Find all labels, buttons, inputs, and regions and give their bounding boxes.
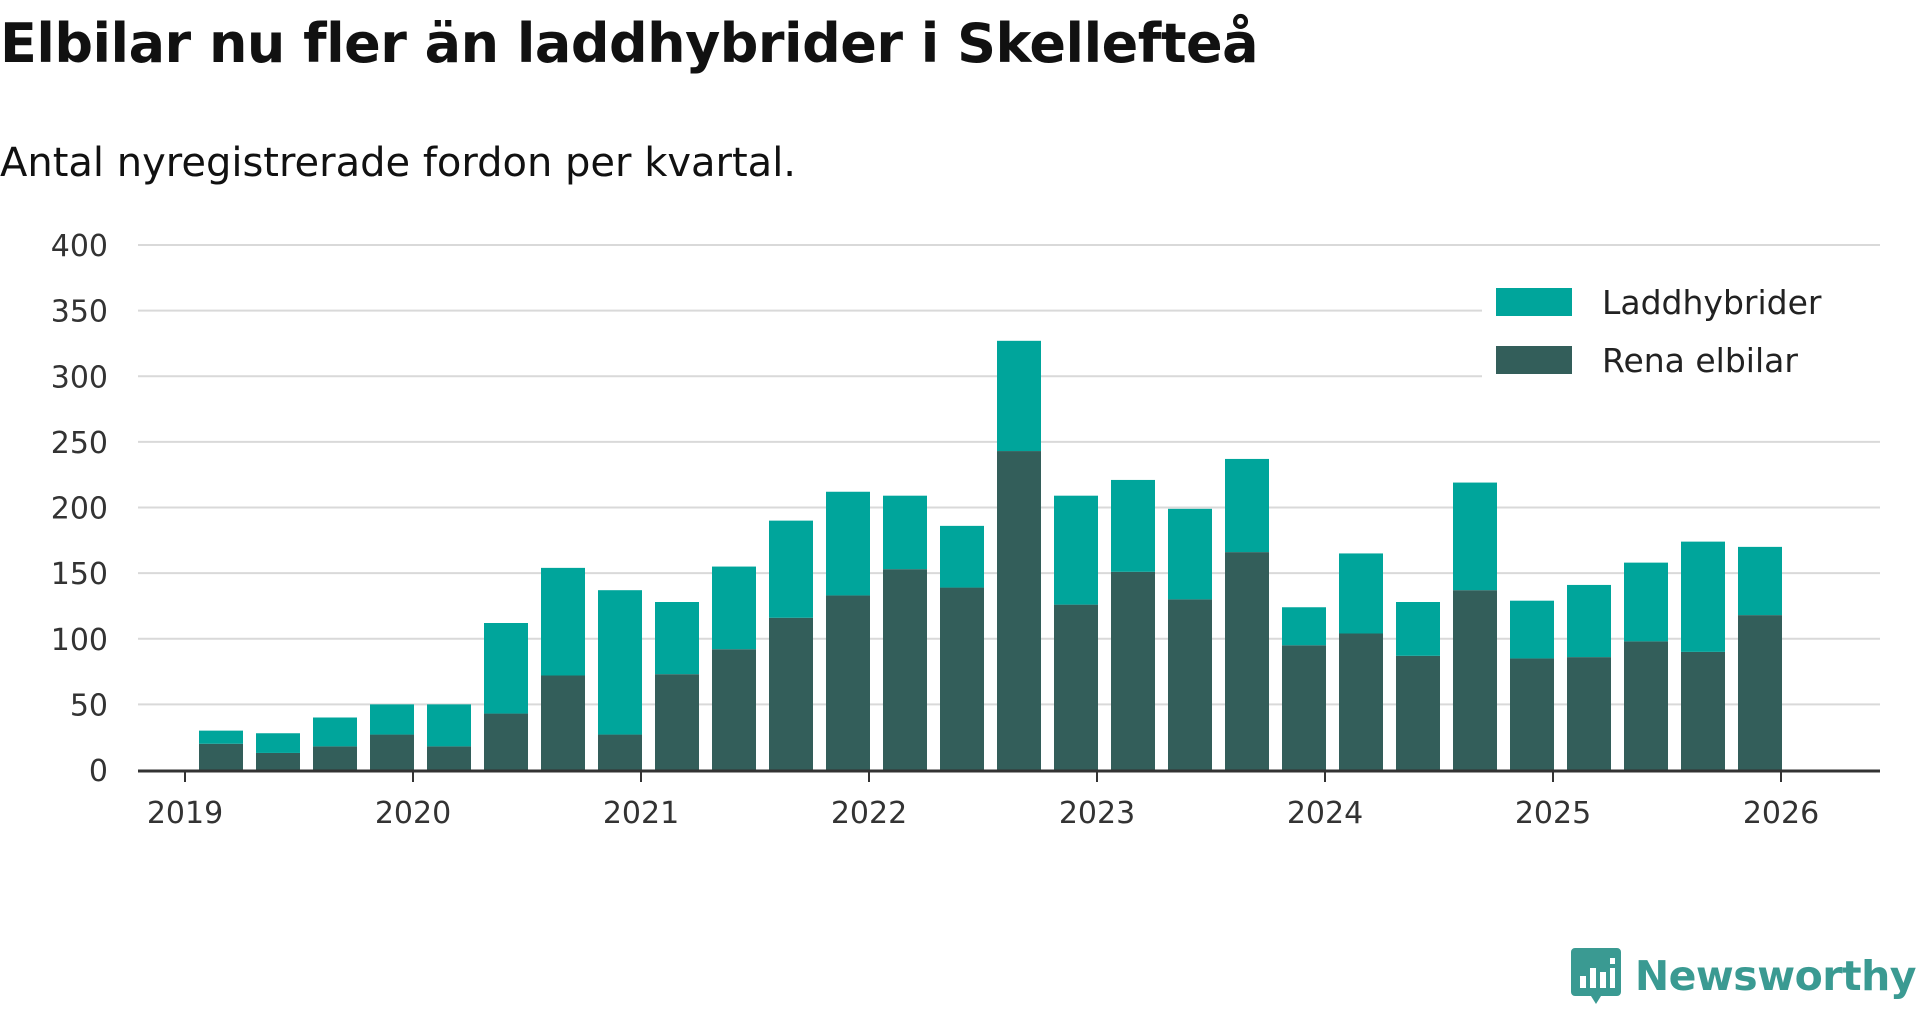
legend-swatch-laddhybrider bbox=[1496, 288, 1572, 316]
bar-laddhybrider bbox=[1453, 482, 1497, 591]
y-tick-label: 250 bbox=[51, 426, 108, 461]
bar-rena-elbilar bbox=[598, 734, 642, 770]
bar-laddhybrider bbox=[427, 704, 471, 747]
bar-laddhybrider bbox=[769, 520, 813, 618]
bar-laddhybrider bbox=[940, 525, 984, 588]
bar-laddhybrider bbox=[1681, 541, 1725, 652]
y-tick-label: 350 bbox=[51, 295, 108, 330]
bar-rena-elbilar bbox=[1282, 645, 1326, 770]
bar-laddhybrider bbox=[1624, 562, 1668, 642]
bar-laddhybrider bbox=[370, 704, 414, 735]
bar-laddhybrider bbox=[1168, 508, 1212, 600]
y-tick-label: 0 bbox=[89, 754, 108, 789]
bar-laddhybrider bbox=[1339, 553, 1383, 634]
x-tick-label: 2026 bbox=[1743, 796, 1819, 831]
legend: Laddhybrider Rena elbilar bbox=[1482, 272, 1880, 382]
bar-rena-elbilar bbox=[313, 746, 357, 770]
bar-rena-elbilar bbox=[997, 451, 1041, 770]
legend-label-rena-elbilar: Rena elbilar bbox=[1602, 341, 1798, 380]
bar-laddhybrider bbox=[256, 733, 300, 753]
bar-rena-elbilar bbox=[1168, 599, 1212, 770]
bar-laddhybrider bbox=[313, 717, 357, 747]
x-tick-label: 2022 bbox=[831, 796, 907, 831]
x-tick-label: 2024 bbox=[1287, 796, 1363, 831]
bar-rena-elbilar bbox=[1339, 633, 1383, 770]
bar-rena-elbilar bbox=[1054, 604, 1098, 770]
bar-rena-elbilar bbox=[826, 595, 870, 770]
brand-logo: Newsworthy bbox=[1570, 948, 1917, 1004]
bar-laddhybrider bbox=[712, 566, 756, 650]
stacked-bar-chart: 0 50 100 150 200 250 300 350 400 2019 2020 2021 202… bbox=[51, 229, 1880, 831]
chart-subtitle: Antal nyregistrerade fordon per kvartal. bbox=[0, 140, 797, 186]
bar-rena-elbilar bbox=[199, 743, 243, 770]
bar-laddhybrider bbox=[1567, 584, 1611, 658]
bar-rena-elbilar bbox=[256, 752, 300, 770]
y-tick-label: 300 bbox=[51, 360, 108, 395]
x-axis-ticks: 2019 2020 2021 2022 2023 2024 2025 2026 bbox=[147, 770, 1819, 831]
x-tick-label: 2019 bbox=[147, 796, 223, 831]
y-tick-label: 50 bbox=[70, 688, 108, 723]
bar-rena-elbilar bbox=[541, 675, 585, 770]
bar-rena-elbilar bbox=[940, 587, 984, 770]
x-tick-label: 2023 bbox=[1059, 796, 1135, 831]
y-tick-label: 200 bbox=[51, 492, 108, 527]
bar-rena-elbilar bbox=[712, 649, 756, 770]
bars bbox=[199, 340, 1782, 770]
y-tick-label: 150 bbox=[51, 557, 108, 592]
newsworthy-logo-icon bbox=[1570, 948, 1621, 1004]
bar-rena-elbilar bbox=[1510, 658, 1554, 770]
bar-laddhybrider bbox=[1510, 600, 1554, 659]
bar-rena-elbilar bbox=[769, 617, 813, 770]
bar-rena-elbilar bbox=[1225, 552, 1269, 770]
y-axis-ticks: 0 50 100 150 200 250 300 350 400 bbox=[51, 229, 108, 789]
brand-name: Newsworthy bbox=[1634, 952, 1917, 1000]
bar-rena-elbilar bbox=[1738, 615, 1782, 770]
bar-laddhybrider bbox=[655, 602, 699, 675]
bar-laddhybrider bbox=[1111, 479, 1155, 572]
y-tick-label: 400 bbox=[51, 229, 108, 264]
bar-rena-elbilar bbox=[370, 734, 414, 770]
bar-rena-elbilar bbox=[1111, 571, 1155, 770]
x-tick-label: 2020 bbox=[375, 796, 451, 831]
bar-laddhybrider bbox=[541, 567, 585, 676]
bar-rena-elbilar bbox=[427, 746, 471, 770]
bar-rena-elbilar bbox=[1396, 655, 1440, 770]
bar-rena-elbilar bbox=[1453, 590, 1497, 770]
bar-laddhybrider bbox=[1054, 495, 1098, 605]
bar-laddhybrider bbox=[1282, 607, 1326, 646]
y-tick-label: 100 bbox=[51, 623, 108, 658]
chart-title: Elbilar nu fler än laddhybrider i Skelle… bbox=[0, 12, 1259, 75]
bar-rena-elbilar bbox=[1624, 641, 1668, 770]
bar-laddhybrider bbox=[1225, 458, 1269, 553]
bar-rena-elbilar bbox=[1567, 657, 1611, 770]
bar-laddhybrider bbox=[484, 623, 528, 714]
bar-rena-elbilar bbox=[883, 569, 927, 770]
x-tick-label: 2021 bbox=[603, 796, 679, 831]
bar-laddhybrider bbox=[598, 590, 642, 735]
bar-laddhybrider bbox=[1396, 602, 1440, 656]
bar-rena-elbilar bbox=[1681, 651, 1725, 770]
bar-rena-elbilar bbox=[655, 674, 699, 770]
bar-laddhybrider bbox=[997, 340, 1041, 452]
x-tick-label: 2025 bbox=[1515, 796, 1591, 831]
bar-laddhybrider bbox=[1738, 546, 1782, 616]
legend-label-laddhybrider: Laddhybrider bbox=[1602, 283, 1822, 322]
bar-laddhybrider bbox=[826, 491, 870, 596]
bar-rena-elbilar bbox=[484, 713, 528, 770]
bar-laddhybrider bbox=[883, 495, 927, 570]
legend-swatch-rena-elbilar bbox=[1496, 346, 1572, 374]
bar-laddhybrider bbox=[199, 730, 243, 744]
